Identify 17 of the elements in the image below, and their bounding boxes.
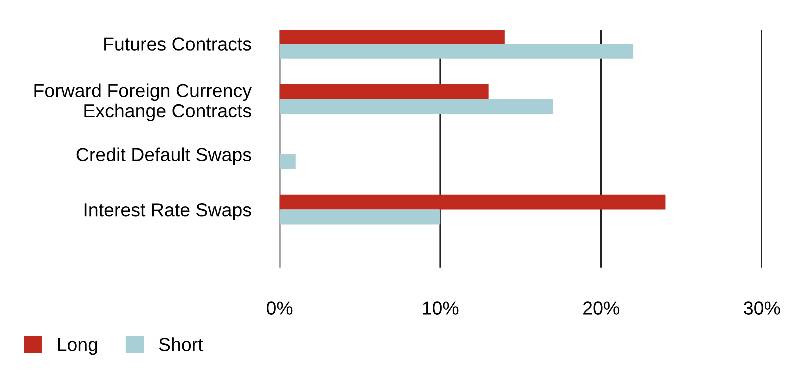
x-tick-label: 0% <box>266 302 293 315</box>
bar <box>280 154 296 170</box>
legend-label: Short <box>159 338 204 352</box>
bar <box>280 194 666 210</box>
x-tick-label: 10% <box>423 302 459 315</box>
y-tick-label: Futures Contracts <box>104 38 252 51</box>
y-tick-label: Credit Default Swaps <box>76 148 252 166</box>
bar <box>280 84 489 100</box>
x-tick-label: 20% <box>584 302 620 315</box>
bar <box>280 99 554 114</box>
x-tick-label: 30% <box>744 302 780 315</box>
legend-label: Long <box>58 338 98 356</box>
y-tick-label: Interest Rate Swaps <box>84 203 252 220</box>
y-tick-label: Forward Foreign Currency Exchange Contracts <box>34 84 252 122</box>
bar <box>280 210 441 225</box>
bar <box>280 30 505 44</box>
bar <box>280 44 634 59</box>
